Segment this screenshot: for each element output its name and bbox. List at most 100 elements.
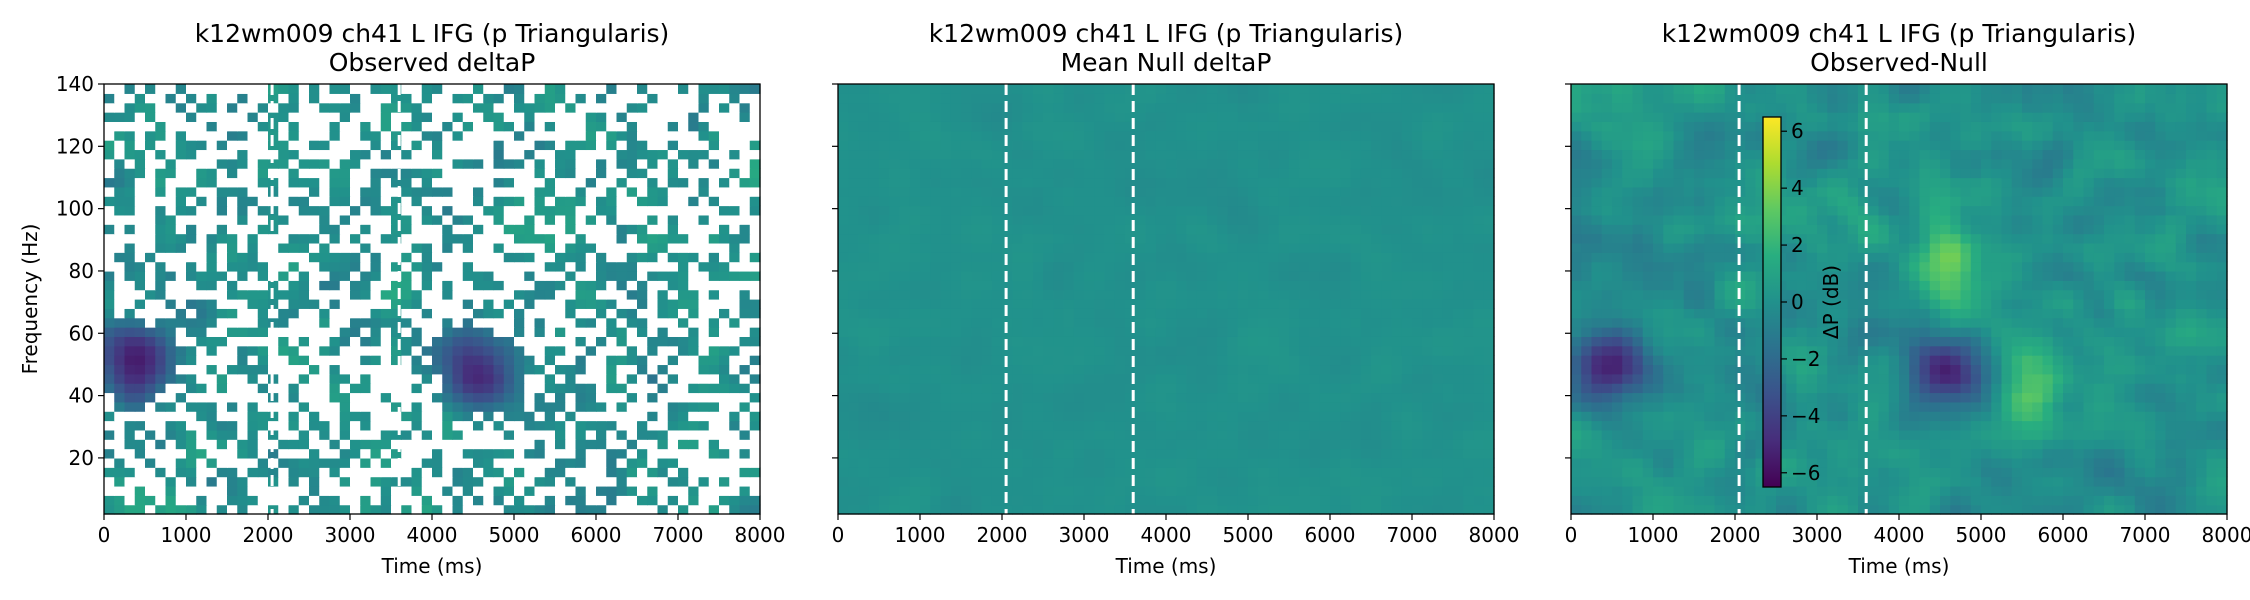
heatmap-cell xyxy=(868,401,880,412)
heatmap-cell xyxy=(1227,261,1239,272)
heatmap-cell xyxy=(606,401,618,412)
heatmap-cell xyxy=(288,476,300,487)
heatmap-cell xyxy=(1309,429,1321,440)
heatmap-cell xyxy=(1289,261,1300,272)
heatmap-cell xyxy=(749,420,761,431)
heatmap-cell xyxy=(647,112,659,122)
heatmap-cell xyxy=(739,373,751,384)
heatmap-cell xyxy=(1022,299,1034,309)
heatmap-cell xyxy=(175,373,187,384)
heatmap-cell xyxy=(1309,373,1321,384)
heatmap-cell xyxy=(534,457,546,468)
heatmap-cell xyxy=(1412,420,1423,431)
heatmap-cell xyxy=(858,467,870,478)
heatmap-cell xyxy=(452,261,464,272)
heatmap-cell xyxy=(473,93,484,104)
heatmap-cell xyxy=(1319,364,1331,375)
heatmap-cell xyxy=(1002,485,1013,496)
heatmap-cell xyxy=(503,168,515,179)
x-tick-label: 3000 xyxy=(325,523,376,547)
heatmap-cell xyxy=(329,439,341,450)
heatmap-cell xyxy=(237,327,249,337)
heatmap-cell xyxy=(1360,467,1372,478)
heatmap-cell xyxy=(1483,401,1495,412)
heatmap-cell xyxy=(616,149,628,160)
heatmap-cell xyxy=(1412,429,1423,440)
heatmap-cell xyxy=(1022,420,1034,431)
heatmap-cell xyxy=(909,495,921,506)
heatmap-cell xyxy=(940,457,952,468)
heatmap-cell xyxy=(555,373,566,384)
heatmap-cell xyxy=(350,186,361,197)
heatmap-cell xyxy=(667,317,679,328)
heatmap-cell xyxy=(1432,448,1444,459)
heatmap-cell xyxy=(534,214,546,225)
heatmap-cell xyxy=(1186,252,1198,263)
heatmap-cell xyxy=(411,242,423,253)
heatmap-cell xyxy=(298,158,310,169)
heatmap-cell xyxy=(1473,485,1485,496)
heatmap-cell xyxy=(1186,270,1198,281)
heatmap-cell xyxy=(319,214,331,225)
heatmap-cell xyxy=(1176,233,1188,244)
heatmap-cell xyxy=(104,485,115,496)
heatmap-cell xyxy=(1453,317,1464,328)
heatmap-cell xyxy=(380,280,392,291)
heatmap-cell xyxy=(1073,233,1085,244)
heatmap-cell xyxy=(452,242,464,253)
heatmap-cell xyxy=(575,289,587,300)
heatmap-cell xyxy=(227,158,238,169)
heatmap-cell xyxy=(288,317,300,328)
heatmap-cell xyxy=(1145,495,1157,506)
heatmap-cell xyxy=(534,121,546,132)
heatmap-cell xyxy=(360,252,372,263)
heatmap-cell xyxy=(432,299,443,309)
heatmap-cell xyxy=(1217,401,1229,412)
heatmap-cell xyxy=(889,355,901,366)
heatmap-cell xyxy=(329,317,341,328)
heatmap-cell xyxy=(899,242,911,253)
heatmap-cell xyxy=(858,392,870,403)
heatmap-cell xyxy=(1032,504,1044,515)
heatmap-cell xyxy=(1186,364,1198,375)
heatmap-cell xyxy=(473,252,484,263)
heatmap-cell xyxy=(268,364,279,375)
heatmap-cell xyxy=(391,429,402,440)
heatmap-cell xyxy=(708,130,720,141)
heatmap-cell xyxy=(708,420,720,431)
heatmap-cell xyxy=(319,448,331,459)
heatmap-cell xyxy=(534,308,546,319)
heatmap-cell xyxy=(288,345,300,356)
heatmap-cell xyxy=(288,149,300,160)
heatmap-cell xyxy=(380,270,392,281)
heatmap-cell xyxy=(196,158,208,169)
heatmap-cell xyxy=(575,467,587,478)
heatmap-cell xyxy=(1330,233,1341,244)
heatmap-cell xyxy=(1135,364,1147,375)
heatmap-cell xyxy=(145,270,156,281)
heatmap-cell xyxy=(647,401,659,412)
heatmap-cell xyxy=(391,467,402,478)
heatmap-cell xyxy=(1371,457,1382,468)
heatmap-cell xyxy=(1207,392,1218,403)
heatmap-cell xyxy=(196,457,208,468)
heatmap-cell xyxy=(134,130,146,141)
heatmap-cell xyxy=(838,411,849,422)
heatmap-cell xyxy=(920,392,931,403)
heatmap-cell xyxy=(524,364,536,375)
heatmap-cell xyxy=(879,345,890,356)
heatmap-cell xyxy=(838,214,849,225)
heatmap-cell xyxy=(298,261,310,272)
heatmap-cell xyxy=(155,102,167,113)
heatmap-cell xyxy=(309,327,320,337)
heatmap-cell xyxy=(1483,383,1495,394)
heatmap-cell xyxy=(991,327,1003,337)
heatmap-cell xyxy=(565,448,577,459)
heatmap-cell xyxy=(411,336,423,347)
heatmap-cell xyxy=(134,327,146,337)
heatmap-cell xyxy=(288,214,300,225)
heatmap-cell xyxy=(227,168,238,179)
heatmap-cell xyxy=(145,280,156,291)
heatmap-cell xyxy=(514,261,525,272)
heatmap-cell xyxy=(1073,448,1085,459)
